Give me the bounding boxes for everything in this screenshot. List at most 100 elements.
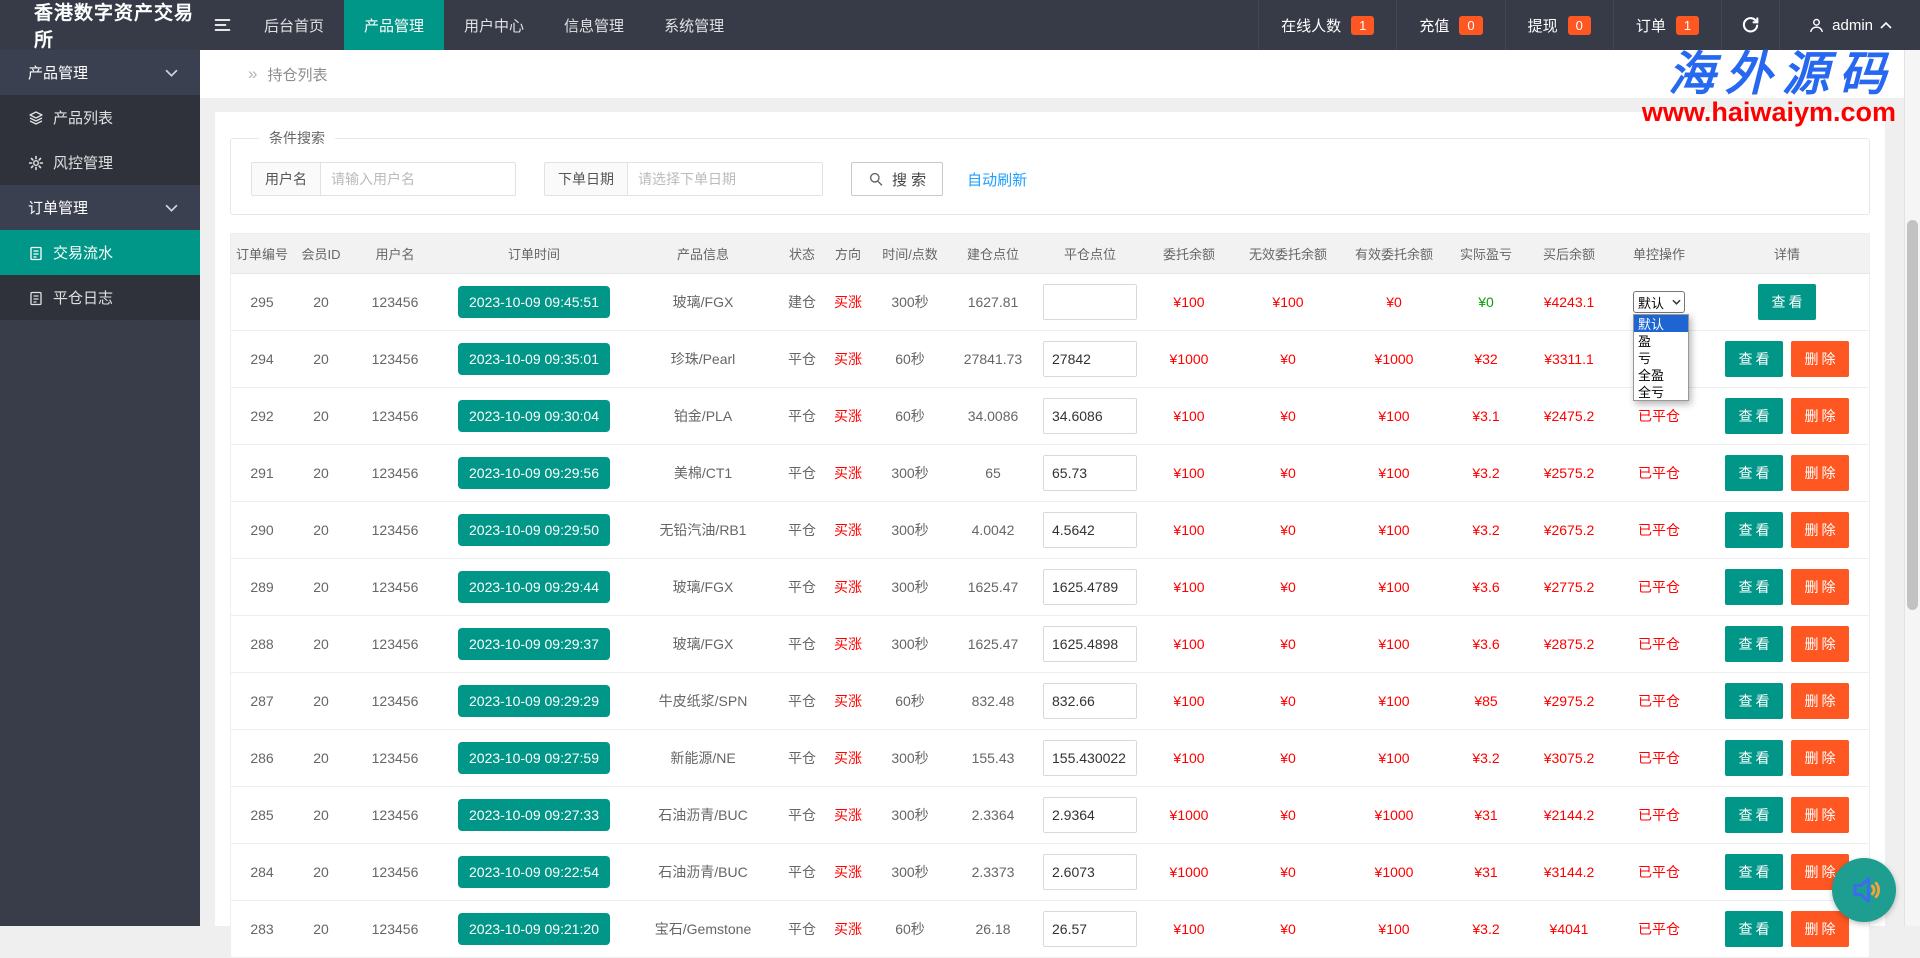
cell-product: 无铅汽油/RB1 bbox=[627, 502, 779, 558]
vertical-scrollbar[interactable] bbox=[1904, 50, 1920, 926]
dropdown-option[interactable]: 默认 bbox=[1634, 315, 1688, 332]
view-button[interactable]: 查看 bbox=[1758, 284, 1816, 320]
cell-order-id: 294 bbox=[231, 331, 293, 387]
cell-duration: 60秒 bbox=[871, 673, 949, 729]
close-point-input[interactable] bbox=[1043, 854, 1137, 890]
order-time-button[interactable]: 2023-10-09 09:27:59 bbox=[458, 742, 610, 774]
close-point-input[interactable] bbox=[1043, 341, 1137, 377]
cell-invalid-entrust: ¥0 bbox=[1235, 388, 1341, 444]
order-time-button[interactable]: 2023-10-09 09:29:50 bbox=[458, 514, 610, 546]
delete-button[interactable]: 删除 bbox=[1791, 341, 1849, 377]
tab-system-management[interactable]: 系统管理 bbox=[644, 0, 744, 50]
close-point-input[interactable] bbox=[1043, 683, 1137, 719]
stat-label: 提现 bbox=[1528, 15, 1558, 36]
close-point-input[interactable] bbox=[1043, 911, 1137, 947]
sidebar-item-risk-management[interactable]: 风控管理 bbox=[0, 140, 200, 185]
close-point-input[interactable] bbox=[1043, 740, 1137, 776]
cell-invalid-entrust: ¥0 bbox=[1235, 559, 1341, 615]
stat-orders[interactable]: 订单 1 bbox=[1613, 0, 1721, 50]
stat-recharge[interactable]: 充值 0 bbox=[1396, 0, 1504, 50]
close-point-input[interactable] bbox=[1043, 455, 1137, 491]
search-panel: 条件搜索 用户名 下单日期 搜 索 自动刷新 bbox=[230, 128, 1870, 215]
order-control-select[interactable]: 默认默认盈亏全盈全亏 bbox=[1633, 291, 1685, 313]
sidebar-group-product-management[interactable]: 产品管理 bbox=[0, 50, 200, 95]
order-time-button[interactable]: 2023-10-09 09:35:01 bbox=[458, 343, 610, 375]
cell-username: 123456 bbox=[349, 274, 441, 330]
order-time-button[interactable]: 2023-10-09 09:45:51 bbox=[458, 286, 610, 318]
cell-entrust-balance: ¥100 bbox=[1143, 901, 1235, 957]
order-time-button[interactable]: 2023-10-09 09:22:54 bbox=[458, 856, 610, 888]
delete-button[interactable]: 删除 bbox=[1791, 455, 1849, 491]
delete-button[interactable]: 删除 bbox=[1791, 740, 1849, 776]
cell-username: 123456 bbox=[349, 616, 441, 672]
view-button[interactable]: 查看 bbox=[1725, 626, 1783, 662]
cell-username: 123456 bbox=[349, 559, 441, 615]
cell-member-id: 20 bbox=[293, 730, 349, 786]
delete-button[interactable]: 删除 bbox=[1791, 626, 1849, 662]
view-button[interactable]: 查看 bbox=[1725, 683, 1783, 719]
close-point-input[interactable] bbox=[1043, 797, 1137, 833]
order-time-button[interactable]: 2023-10-09 09:29:44 bbox=[458, 571, 610, 603]
close-point-input[interactable] bbox=[1043, 569, 1137, 605]
cell-direction: 买涨 bbox=[825, 673, 871, 729]
delete-button[interactable]: 删除 bbox=[1791, 569, 1849, 605]
order-date-input[interactable] bbox=[627, 162, 823, 196]
delete-button[interactable]: 删除 bbox=[1791, 683, 1849, 719]
delete-button[interactable]: 删除 bbox=[1791, 911, 1849, 947]
view-button[interactable]: 查看 bbox=[1725, 911, 1783, 947]
nav-tabs: 后台首页 产品管理 用户中心 信息管理 系统管理 bbox=[244, 0, 744, 50]
delete-button[interactable]: 删除 bbox=[1791, 398, 1849, 434]
tab-info-management[interactable]: 信息管理 bbox=[544, 0, 644, 50]
cell-after-balance: ¥2775.2 bbox=[1525, 559, 1613, 615]
scrollbar-thumb[interactable] bbox=[1907, 220, 1918, 610]
stat-label: 充值 bbox=[1419, 15, 1449, 36]
cell-order-id: 285 bbox=[231, 787, 293, 843]
close-point-input[interactable] bbox=[1043, 512, 1137, 548]
view-button[interactable]: 查看 bbox=[1725, 512, 1783, 548]
dropdown-option[interactable]: 全盈 bbox=[1634, 366, 1688, 383]
stat-online-users[interactable]: 在线人数 1 bbox=[1258, 0, 1396, 50]
username-input[interactable] bbox=[320, 162, 516, 196]
dropdown-option[interactable]: 全亏 bbox=[1634, 383, 1688, 400]
sidebar-group-order-management[interactable]: 订单管理 bbox=[0, 185, 200, 230]
view-button[interactable]: 查看 bbox=[1725, 854, 1783, 890]
order-time-button[interactable]: 2023-10-09 09:29:56 bbox=[458, 457, 610, 489]
view-button[interactable]: 查看 bbox=[1725, 797, 1783, 833]
cell-product: 玻璃/FGX bbox=[627, 559, 779, 615]
dropdown-option[interactable]: 盈 bbox=[1634, 332, 1688, 349]
view-button[interactable]: 查看 bbox=[1725, 398, 1783, 434]
close-point-input[interactable] bbox=[1043, 626, 1137, 662]
order-time-button[interactable]: 2023-10-09 09:27:33 bbox=[458, 799, 610, 831]
sound-toggle-button[interactable] bbox=[1832, 858, 1896, 922]
tab-dashboard[interactable]: 后台首页 bbox=[244, 0, 344, 50]
stat-withdraw[interactable]: 提现 0 bbox=[1505, 0, 1613, 50]
order-time-button[interactable]: 2023-10-09 09:21:20 bbox=[458, 913, 610, 945]
view-button[interactable]: 查看 bbox=[1725, 740, 1783, 776]
cell-member-id: 20 bbox=[293, 331, 349, 387]
delete-button[interactable]: 删除 bbox=[1791, 512, 1849, 548]
order-time-button[interactable]: 2023-10-09 09:30:04 bbox=[458, 400, 610, 432]
close-point-input[interactable] bbox=[1043, 398, 1137, 434]
order-time-button[interactable]: 2023-10-09 09:29:37 bbox=[458, 628, 610, 660]
tab-product-management[interactable]: 产品管理 bbox=[344, 0, 444, 50]
sidebar-item-close-log[interactable]: 平仓日志 bbox=[0, 275, 200, 320]
hamburger-icon[interactable] bbox=[200, 0, 244, 50]
sidebar-item-product-list[interactable]: 产品列表 bbox=[0, 95, 200, 140]
sidebar-group-label: 产品管理 bbox=[28, 62, 88, 83]
delete-button[interactable]: 删除 bbox=[1791, 797, 1849, 833]
user-menu[interactable]: admin bbox=[1779, 0, 1920, 50]
cell-valid-entrust: ¥100 bbox=[1341, 730, 1447, 786]
sidebar-item-trade-flow[interactable]: 交易流水 bbox=[0, 230, 200, 275]
close-point-input[interactable] bbox=[1043, 284, 1137, 320]
refresh-icon[interactable] bbox=[1721, 0, 1779, 50]
tab-user-center[interactable]: 用户中心 bbox=[444, 0, 544, 50]
order-time-button[interactable]: 2023-10-09 09:29:29 bbox=[458, 685, 610, 717]
auto-refresh-link[interactable]: 自动刷新 bbox=[967, 169, 1027, 190]
view-button[interactable]: 查看 bbox=[1725, 455, 1783, 491]
dropdown-option[interactable]: 亏 bbox=[1634, 349, 1688, 366]
search-button[interactable]: 搜 索 bbox=[851, 162, 943, 196]
view-button[interactable]: 查看 bbox=[1725, 569, 1783, 605]
view-button[interactable]: 查看 bbox=[1725, 341, 1783, 377]
